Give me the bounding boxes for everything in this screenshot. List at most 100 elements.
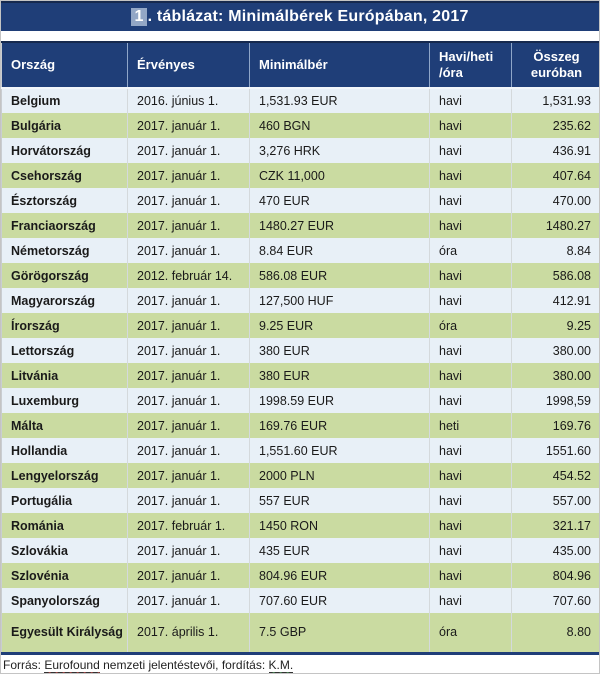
cell-minimum-wage: 380 EUR [249, 338, 430, 363]
table-row: Egyesült Királyság 2017. április 1. 7.5 GB… [1, 613, 599, 653]
cell-country: Írország [1, 313, 128, 338]
table-row: Belgium 2016. június 1. 1,531.93 EUR havi 1,… [1, 88, 599, 113]
cell-amount-eur: 380.00 [511, 338, 599, 363]
cell-period: óra [429, 313, 512, 338]
cell-country: Románia [1, 513, 128, 538]
cell-minimum-wage: 435 EUR [249, 538, 430, 563]
cell-period: havi [429, 363, 512, 388]
cell-minimum-wage: 804.96 EUR [249, 563, 430, 588]
cell-valid-from: 2012. február 14. [127, 263, 250, 288]
cell-amount-eur: 470.00 [511, 188, 599, 213]
table-row: Spanyolország 2017. január 1. 707.60 EUR ha… [1, 588, 599, 613]
translator-initials: K.M. [268, 657, 294, 673]
table-row: Írország 2017. január 1. 9.25 EUR óra 9.25 [1, 313, 599, 338]
cell-amount-eur: 235.62 [511, 113, 599, 138]
cell-valid-from: 2017. január 1. [127, 588, 250, 613]
table-row: Litvánia 2017. január 1. 380 EUR havi 380.00 [1, 363, 599, 388]
cell-country: Egyesült Királyság [1, 613, 128, 653]
cell-amount-eur: 707.60 [511, 588, 599, 613]
table-row: Portugália 2017. január 1. 557 EUR havi 557.… [1, 488, 599, 513]
cell-amount-eur: 8.80 [511, 613, 599, 653]
cell-period: óra [429, 238, 512, 263]
table-row: Csehország 2017. január 1. CZK 11,000 havi 4… [1, 163, 599, 188]
cell-country: Lettország [1, 338, 128, 363]
cell-country: Litvánia [1, 363, 128, 388]
cell-minimum-wage: 557 EUR [249, 488, 430, 513]
cell-period: óra [429, 613, 512, 653]
cell-amount-eur: 9.25 [511, 313, 599, 338]
cell-amount-eur: 454.52 [511, 463, 599, 488]
cell-minimum-wage: 7.5 GBP [249, 613, 430, 653]
table-row: Észtország 2017. január 1. 470 EUR havi 470.… [1, 188, 599, 213]
table-row: Görögország 2012. február 14. 586.08 EUR ha… [1, 263, 599, 288]
table-title-bar: 1. táblázat: Minimálbérek Európában, 201… [1, 1, 599, 31]
cell-country: Málta [1, 413, 128, 438]
table-row: Szlovénia 2017. január 1. 804.96 EUR havi 80… [1, 563, 599, 588]
cell-country: Németország [1, 238, 128, 263]
cell-amount-eur: 321.17 [511, 513, 599, 538]
cell-country: Csehország [1, 163, 128, 188]
cell-period: havi [429, 463, 512, 488]
table-header: Ország Érvényes Minimálbér Havi/heti /ór… [1, 42, 599, 89]
cell-valid-from: 2017. január 1. [127, 163, 250, 188]
col-header-amount-eur: Összeg euróban [511, 42, 599, 89]
cell-country: Belgium [1, 88, 128, 113]
cell-minimum-wage: 127,500 HUF [249, 288, 430, 313]
spacer [1, 31, 599, 41]
cell-country: Lengyelország [1, 463, 128, 488]
cell-period: havi [429, 338, 512, 363]
cell-amount-eur: 1551.60 [511, 438, 599, 463]
cell-minimum-wage: 1,551.60 EUR [249, 438, 430, 463]
cell-period: havi [429, 263, 512, 288]
cell-period: havi [429, 188, 512, 213]
cell-valid-from: 2017. január 1. [127, 238, 250, 263]
cell-period: havi [429, 138, 512, 163]
cell-minimum-wage: 1998.59 EUR [249, 388, 430, 413]
col-header-country: Ország [1, 42, 128, 89]
cell-minimum-wage: 1,531.93 EUR [249, 88, 430, 113]
table-row: Horvátország 2017. január 1. 3,276 HRK havi… [1, 138, 599, 163]
table-number-highlight: 1 [131, 8, 147, 26]
cell-country: Magyarország [1, 288, 128, 313]
cell-amount-eur: 8.84 [511, 238, 599, 263]
table-title: . táblázat: Minimálbérek Európában, 2017 [147, 8, 469, 25]
cell-period: havi [429, 388, 512, 413]
cell-valid-from: 2017. január 1. [127, 463, 250, 488]
cell-period: havi [429, 213, 512, 238]
cell-minimum-wage: 1480.27 EUR [249, 213, 430, 238]
cell-valid-from: 2017. január 1. [127, 138, 250, 163]
col-header-valid-from: Érvényes [127, 42, 250, 89]
cell-minimum-wage: 3,276 HRK [249, 138, 430, 163]
cell-minimum-wage: 2000 PLN [249, 463, 430, 488]
cell-valid-from: 2017. január 1. [127, 488, 250, 513]
cell-amount-eur: 804.96 [511, 563, 599, 588]
cell-amount-eur: 412.91 [511, 288, 599, 313]
cell-period: havi [429, 438, 512, 463]
cell-minimum-wage: 707.60 EUR [249, 588, 430, 613]
cell-valid-from: 2017. január 1. [127, 413, 250, 438]
cell-amount-eur: 1998,59 [511, 388, 599, 413]
table-row: Franciaország 2017. január 1. 1480.27 EUR h… [1, 213, 599, 238]
table-row: Bulgária 2017. január 1. 460 BGN havi 235.62 [1, 113, 599, 138]
cell-period: havi [429, 513, 512, 538]
cell-minimum-wage: 169.76 EUR [249, 413, 430, 438]
cell-period: havi [429, 163, 512, 188]
table-row: Németország 2017. január 1. 8.84 EUR óra 8.8… [1, 238, 599, 263]
source-name: Eurofound [44, 657, 100, 673]
cell-amount-eur: 1,531.93 [511, 88, 599, 113]
cell-minimum-wage: 1450 RON [249, 513, 430, 538]
cell-amount-eur: 557.00 [511, 488, 599, 513]
cell-valid-from: 2017. január 1. [127, 188, 250, 213]
cell-period: havi [429, 538, 512, 563]
table-row: Lengyelország 2017. január 1. 2000 PLN havi… [1, 463, 599, 488]
table-row: Málta 2017. január 1. 169.76 EUR heti 169.76 [1, 413, 599, 438]
cell-minimum-wage: CZK 11,000 [249, 163, 430, 188]
cell-valid-from: 2017. január 1. [127, 538, 250, 563]
cell-minimum-wage: 586.08 EUR [249, 263, 430, 288]
cell-amount-eur: 380.00 [511, 363, 599, 388]
cell-country: Horvátország [1, 138, 128, 163]
cell-valid-from: 2017. január 1. [127, 338, 250, 363]
cell-minimum-wage: 460 BGN [249, 113, 430, 138]
cell-amount-eur: 586.08 [511, 263, 599, 288]
